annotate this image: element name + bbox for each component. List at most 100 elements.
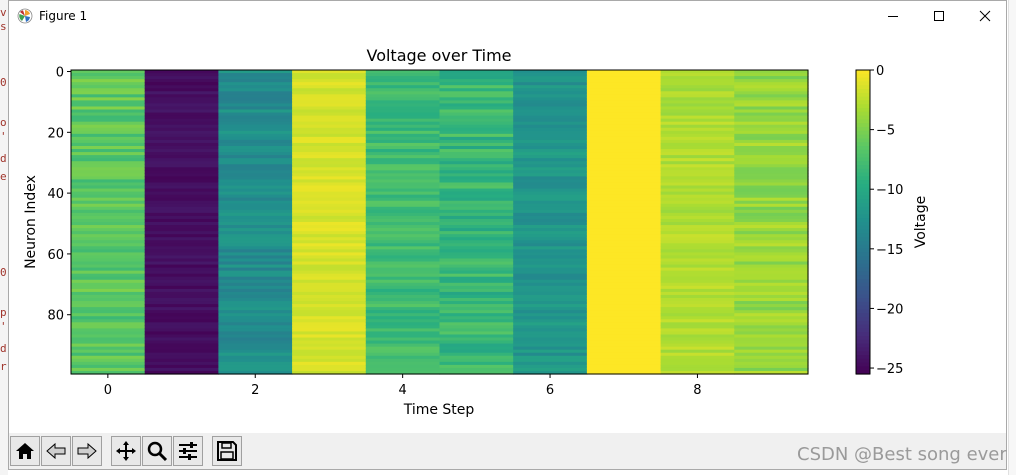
heatmap-cell xyxy=(144,273,219,278)
heatmap-cell xyxy=(144,322,219,326)
configure-subplots-button[interactable] xyxy=(173,436,203,466)
heatmap-cell xyxy=(144,136,219,141)
heatmap-cell xyxy=(660,215,735,220)
colorbar-tick-label: 0 xyxy=(876,64,884,79)
heatmap-cell xyxy=(439,237,514,241)
heatmap-cell xyxy=(144,291,219,296)
heatmap-cell xyxy=(292,103,367,108)
back-button[interactable] xyxy=(41,436,71,466)
heatmap-cell xyxy=(71,279,146,284)
heatmap-cell xyxy=(513,197,588,202)
heatmap-cell xyxy=(734,276,809,281)
heatmap-cell xyxy=(218,282,293,287)
heatmap-cell xyxy=(586,249,662,253)
heatmap-cell xyxy=(365,97,441,101)
heatmap-cell xyxy=(660,249,735,253)
heatmap-cell xyxy=(439,234,514,238)
heatmap-cell xyxy=(439,149,514,153)
heatmap-cell xyxy=(144,337,219,342)
heatmap-cell xyxy=(660,237,735,241)
colorbar-segment xyxy=(856,115,870,120)
y-tick-label: 0 xyxy=(56,66,64,81)
heatmap-cell xyxy=(365,319,441,323)
heatmap-cell xyxy=(439,316,514,320)
heatmap-cell xyxy=(365,209,441,214)
heatmap-cell xyxy=(660,115,735,120)
close-button[interactable] xyxy=(962,1,1008,31)
heatmap-cell xyxy=(292,355,367,360)
heatmap-cell xyxy=(660,279,735,284)
heatmap-cell xyxy=(734,249,809,253)
heatmap-cell xyxy=(734,155,809,159)
heatmap-cell xyxy=(144,212,219,217)
x-tick-label: 8 xyxy=(693,383,701,398)
heatmap-cell xyxy=(513,85,588,89)
heatmap-cell xyxy=(734,115,809,120)
heatmap-cell xyxy=(365,194,441,199)
heatmap-cell xyxy=(218,209,293,214)
zoom-button[interactable] xyxy=(142,436,172,466)
home-button[interactable] xyxy=(10,436,40,466)
heatmap-cell xyxy=(439,146,514,150)
heatmap-cell xyxy=(365,237,441,241)
heatmap-cell xyxy=(513,264,588,269)
heatmap-cell xyxy=(71,152,146,156)
heatmap-cell xyxy=(513,97,588,101)
heatmap-cell xyxy=(218,361,293,366)
heatmap-cell xyxy=(660,334,735,339)
heatmap-cell xyxy=(144,209,219,214)
background-editor-strip-right xyxy=(1008,0,1016,475)
heatmap-cell xyxy=(365,161,441,165)
heatmap-cell xyxy=(218,170,293,174)
heatmap-cell xyxy=(365,285,441,290)
heatmap-cell xyxy=(660,261,735,266)
colorbar-segment xyxy=(856,241,870,246)
heatmap-cell xyxy=(586,158,662,162)
heatmap-cell xyxy=(439,200,514,205)
forward-button[interactable] xyxy=(72,436,102,466)
heatmap-cell xyxy=(734,206,809,211)
heatmap-cell xyxy=(513,176,588,181)
colorbar-segment xyxy=(856,142,870,147)
heatmap-cell xyxy=(71,164,146,168)
colorbar-frame xyxy=(855,69,871,375)
heatmap-cell xyxy=(734,167,809,171)
save-button[interactable] xyxy=(212,436,242,466)
heatmap-cell xyxy=(144,203,219,208)
maximize-button[interactable] xyxy=(916,1,962,31)
heatmap-cell xyxy=(734,279,809,284)
minimize-button[interactable] xyxy=(870,1,916,31)
heatmap-cell xyxy=(218,316,293,320)
heatmap-cell xyxy=(71,231,146,235)
heatmap-cell xyxy=(144,191,219,196)
heatmap-cell xyxy=(586,270,662,275)
heatmap-cell xyxy=(513,173,588,177)
heatmap-cell xyxy=(439,215,514,220)
heatmap-cell xyxy=(439,240,514,244)
figure-canvas[interactable]: 0 2 4 6 8 0 20 40 60 80 Voltage over Time Time S… xyxy=(9,31,1006,433)
heatmap-cell xyxy=(513,231,588,235)
heatmap-cell xyxy=(660,109,735,114)
heatmap-cell xyxy=(586,179,662,184)
colorbar-segment xyxy=(856,233,870,238)
colorbar-segment xyxy=(856,134,870,139)
heatmap-cell xyxy=(439,246,514,250)
heatmap-cell xyxy=(71,331,146,336)
heatmap-cell xyxy=(71,243,146,247)
heatmap-cell xyxy=(439,152,514,156)
heatmap-cell xyxy=(439,334,514,339)
heatmap-cell xyxy=(71,301,146,305)
heatmap-cell xyxy=(71,358,146,363)
heatmap-cell xyxy=(586,361,662,366)
heatmap-cell xyxy=(71,307,146,311)
pan-button[interactable] xyxy=(111,436,141,466)
heatmap-cell xyxy=(144,225,219,229)
heatmap-cell xyxy=(734,76,809,80)
heatmap-cell xyxy=(586,152,662,156)
heatmap-figure[interactable]: 0 2 4 6 8 0 20 40 60 80 Voltage over Time Time S… xyxy=(9,31,1006,433)
heatmap-cell xyxy=(144,246,219,250)
heatmap-cell xyxy=(365,322,441,326)
colorbar: 0 −5 −10 −15 −20 −25 xyxy=(856,64,903,377)
heatmap-cell xyxy=(734,188,809,193)
heatmap-cell xyxy=(513,249,588,253)
